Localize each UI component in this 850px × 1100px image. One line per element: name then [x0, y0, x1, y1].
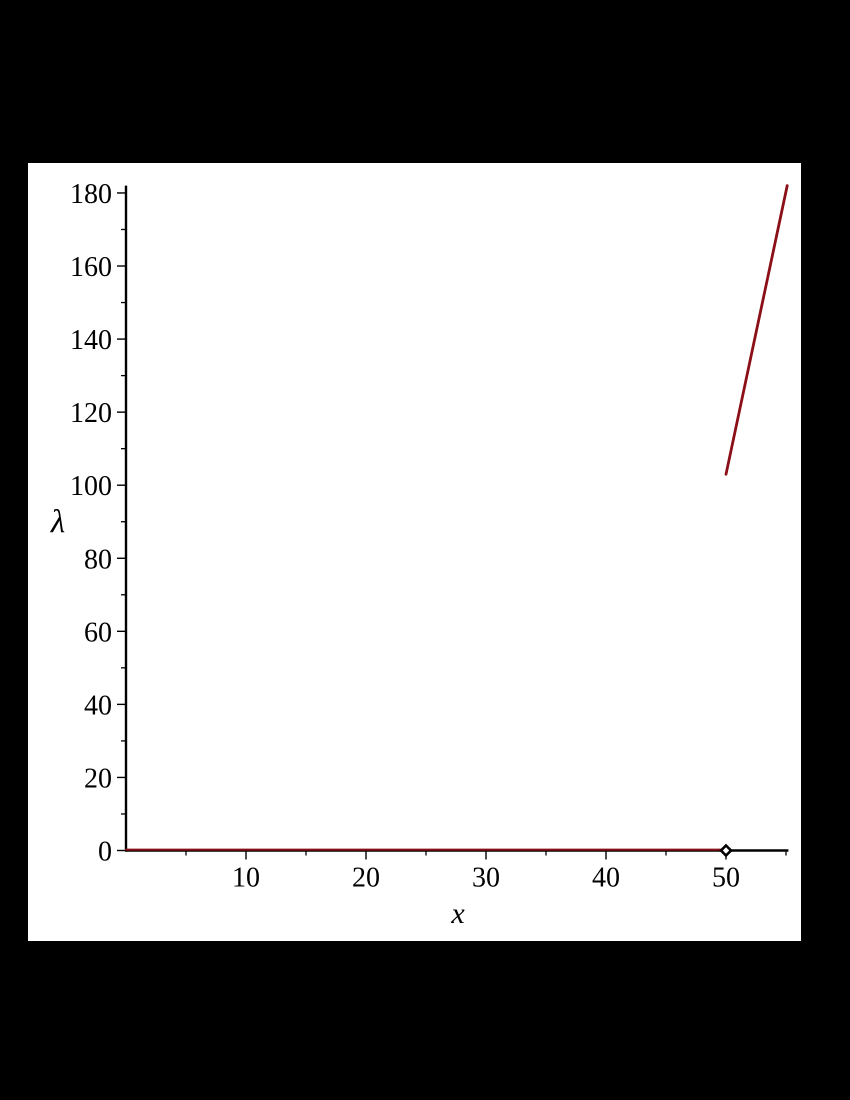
chart-svg: 0 20 40 60 80 100 120 140 160 180 10 20 30 40 50 λ x — [50, 179, 789, 930]
series-line — [724, 184, 789, 476]
y-tick-label: 100 — [70, 471, 112, 502]
x-tick-label: 50 — [712, 863, 740, 894]
y-tick-label: 140 — [70, 325, 112, 356]
y-tick-label: 0 — [98, 837, 112, 868]
x-tick-label: 30 — [472, 863, 500, 894]
y-tick-label: 20 — [84, 763, 112, 794]
y-tick-label: 40 — [84, 690, 112, 721]
chart-dynamic-layer: 0 20 40 60 80 100 120 140 160 180 10 20 30 40 50 — [70, 179, 789, 894]
y-tick-label: 180 — [70, 179, 112, 210]
x-tick-label: 40 — [592, 863, 620, 894]
y-axis-label: λ — [50, 504, 65, 540]
y-tick-label: 60 — [84, 617, 112, 648]
y-tick-label: 160 — [70, 252, 112, 283]
y-tick-label: 80 — [84, 544, 112, 575]
x-tick-label: 10 — [232, 863, 260, 894]
diamond-marker — [719, 843, 733, 858]
x-axis-label: x — [450, 897, 465, 930]
x-tick-label: 20 — [352, 863, 380, 894]
plot-canvas: 0 20 40 60 80 100 120 140 160 180 10 20 30 40 50 λ x — [28, 163, 801, 941]
y-tick-label: 120 — [70, 398, 112, 429]
